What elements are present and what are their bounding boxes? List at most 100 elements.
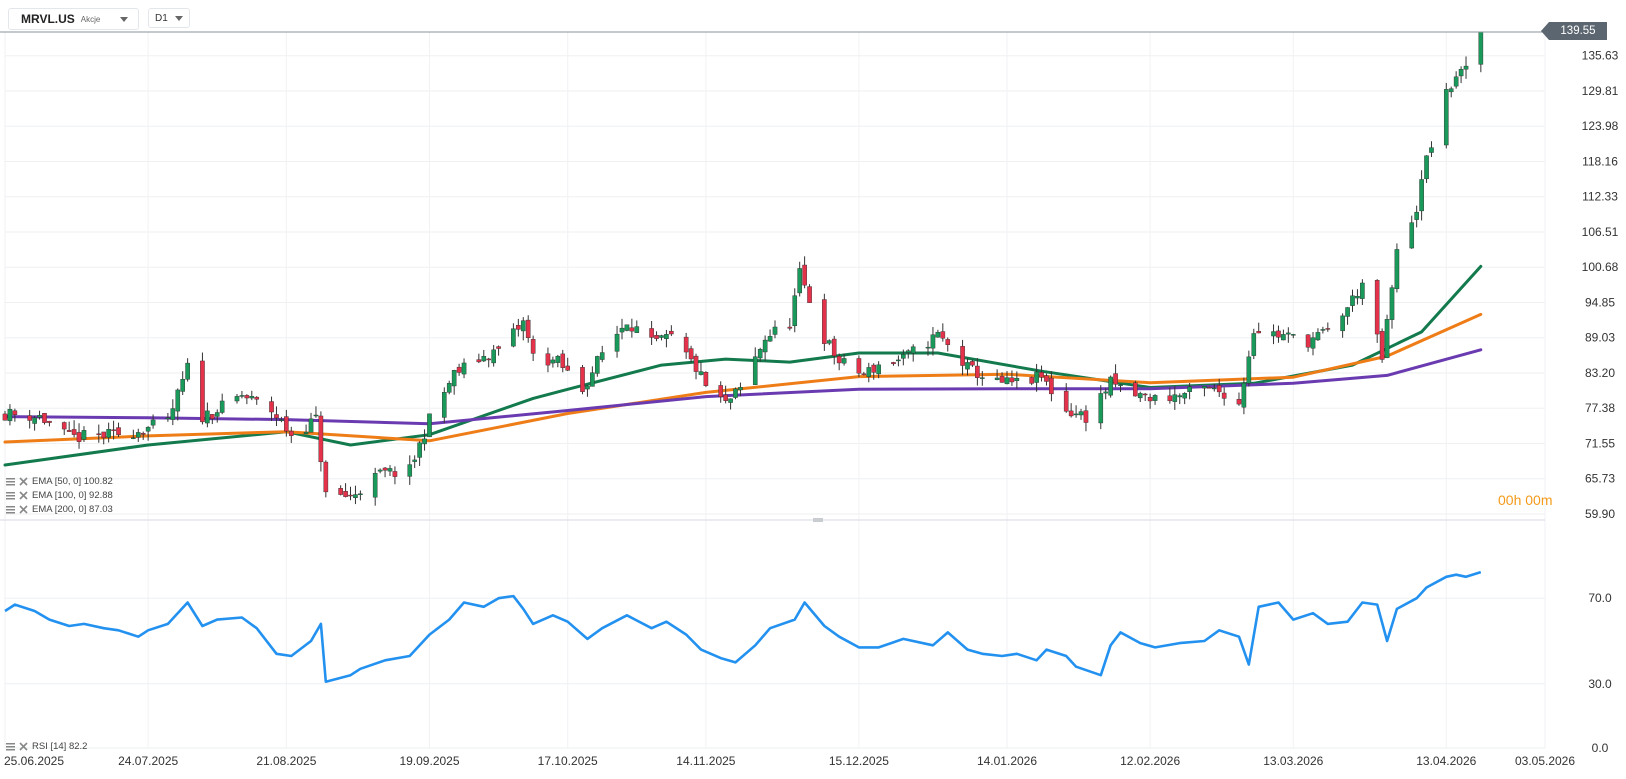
candle-body [308,418,314,433]
candle-body [1251,333,1257,356]
candle-body [525,319,531,339]
candle-body [412,459,417,462]
candle-body [288,430,294,436]
legend-ema50[interactable]: EMA [50, 0] 100.82 [6,474,113,488]
candle-body [733,388,738,398]
candle-body [210,414,215,419]
candle-body [1068,410,1074,417]
rsi-tick-label: 70.0 [1588,591,1612,605]
candle-body [738,387,743,391]
close-icon[interactable] [19,490,28,500]
candle-body [1276,330,1281,338]
legend-rsi[interactable]: RSI [14] 82.2 [6,739,87,753]
close-icon[interactable] [19,741,28,751]
candle-body [836,355,842,364]
candle-body [841,358,847,364]
candle-body [27,415,32,421]
settings-icon[interactable] [6,491,15,500]
pane-resize-handle[interactable] [813,518,823,522]
candle-body [1419,179,1424,212]
candle-body [718,385,724,398]
candle-body [1211,387,1217,390]
candle-body [1320,329,1326,331]
candle-body [896,359,901,362]
close-icon[interactable] [19,476,28,486]
candle-body [348,494,353,497]
candle-body [71,429,77,435]
settings-icon[interactable] [6,742,15,751]
candle-body [1202,385,1207,389]
price-tick-label: 94.85 [1585,296,1615,310]
price-tick-label: 112.33 [1582,190,1618,204]
price-axis: 135.63 129.81 123.98 118.16 112.33 106.51 100.… [1582,49,1619,521]
candle-body [975,365,980,378]
date-tick-label: 14.11.2025 [676,754,735,768]
candle-body [338,488,343,495]
candle-body [1256,330,1262,334]
candle-body [106,429,111,438]
candle-body [1290,334,1296,336]
candle-body [234,396,240,402]
interval-label: D1 [155,12,168,24]
candle-body [47,420,52,423]
candle-body [417,442,422,458]
candle-body [1152,395,1158,401]
candle-body [318,415,324,463]
candle-body [441,392,447,418]
candle-body [1207,387,1212,389]
price-tick-label: 100.68 [1582,260,1619,274]
candle-body [891,362,896,365]
candle-body [1281,334,1286,341]
candle-body [1034,371,1039,383]
candle-body [200,360,205,423]
interval-selector[interactable]: D1 [148,8,190,28]
candle-body [1177,395,1183,398]
price-tick-label: 129.81 [1582,84,1619,98]
legend-ema200[interactable]: EMA [200, 0] 87.03 [6,502,113,516]
candle-body [945,339,951,345]
candle-body [698,371,704,375]
close-icon[interactable] [19,504,28,514]
settings-icon[interactable] [6,477,15,486]
price-tick-label: 123.98 [1582,119,1619,133]
candle-body [131,437,136,439]
candle-body [728,398,733,403]
candle-body [1063,390,1069,412]
candle-body [111,429,116,431]
candle-body [214,412,220,417]
candle-body [703,372,709,386]
candle-body [807,286,812,303]
candle-body [555,355,561,363]
candle-body [1429,147,1434,153]
candle-body [629,327,635,332]
candle-body [461,362,467,375]
settings-icon[interactable] [6,505,15,514]
candle-body [180,379,185,392]
price-tick-label: 118.16 [1582,154,1618,168]
candle-body [170,408,176,420]
candle-body [910,346,916,354]
candlesticks [2,31,1484,506]
candle-body [866,367,872,377]
candle-body [481,356,487,362]
candle-body [451,370,457,387]
candle-body [249,396,255,399]
candle-body [239,395,245,397]
chart-toolbar: MRVL.US Akcje D1 [0,0,1626,32]
candle-body [486,358,492,361]
candle-body [634,326,640,333]
candle-body [377,469,383,472]
candle-body [1014,377,1020,381]
price-tick-label: 106.51 [1582,225,1619,239]
legend-label: RSI [14] 82.2 [32,740,88,752]
candle-body [1103,391,1109,394]
symbol-selector[interactable]: MRVL.US Akcje [8,8,140,30]
candle-body [1305,334,1311,348]
candle-body [925,346,931,349]
candle-body [1463,65,1469,70]
legend-ema100[interactable]: EMA [100, 0] 92.88 [6,488,113,502]
candle-body [254,396,260,400]
candle-body [624,324,630,331]
candle-body [693,355,699,372]
